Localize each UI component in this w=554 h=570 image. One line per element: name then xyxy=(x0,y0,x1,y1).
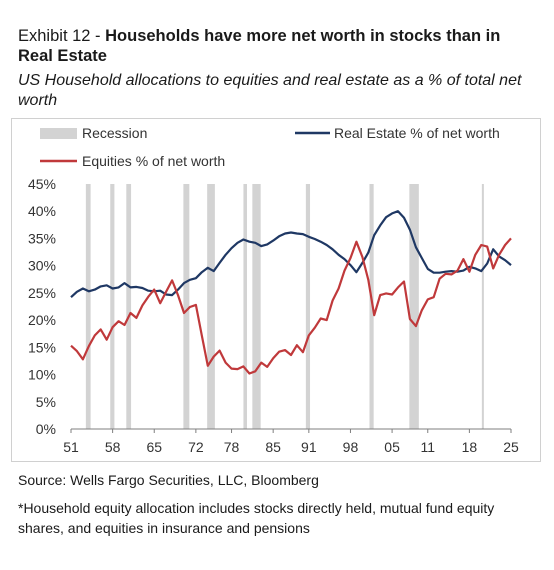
x-tick-label: 11 xyxy=(420,439,435,455)
x-tick-label: 78 xyxy=(224,439,240,455)
series-line-equities xyxy=(70,237,512,375)
recession-band-6 xyxy=(252,184,261,429)
footnote: *Household equity allocation includes st… xyxy=(18,500,495,536)
x-tick-label: 05 xyxy=(384,439,400,455)
y-tick-label: 30% xyxy=(28,258,56,274)
recession-band-1 xyxy=(110,184,115,429)
recession-band-3 xyxy=(183,184,190,429)
recession-band-10 xyxy=(481,184,484,429)
y-tick-label: 25% xyxy=(28,285,56,301)
line-chart: 45% 40% 35% 30% 25% 20% 15% 10% 5% 0% 51 58 65 72 78 85… xyxy=(28,125,519,455)
x-tick-label: 98 xyxy=(343,439,359,455)
y-tick-label: 45% xyxy=(28,176,56,192)
exhibit-label: Exhibit 12 - xyxy=(18,27,106,45)
legend-label-equities: Equities % of net worth xyxy=(82,153,225,169)
legend-label-real-estate: Real Estate % of net worth xyxy=(334,125,500,141)
legend-label-recession: Recession xyxy=(82,125,147,141)
x-tick-label: 91 xyxy=(301,439,317,455)
y-tick-label: 15% xyxy=(28,339,56,355)
y-tick-label: 5% xyxy=(36,394,56,410)
y-tick-label: 40% xyxy=(28,203,56,219)
chart-frame: 45% 40% 35% 30% 25% 20% 15% 10% 5% 0% 51 58 65 72 78 85… xyxy=(11,118,541,462)
y-tick-label: 0% xyxy=(36,421,56,437)
recession-band-2 xyxy=(126,184,132,429)
recession-band-9 xyxy=(409,184,419,429)
x-tick-label: 58 xyxy=(105,439,121,455)
y-tick-label: 35% xyxy=(28,230,56,246)
x-tick-label: 72 xyxy=(188,439,204,455)
exhibit-title: Households have more net worth in stocks… xyxy=(18,27,501,65)
x-tick-label: 51 xyxy=(63,439,79,455)
x-tick-label: 25 xyxy=(503,439,519,455)
recession-band-5 xyxy=(243,184,247,429)
recession-band-0 xyxy=(85,184,91,429)
chart-subtitle: US Household allocations to equities and… xyxy=(18,72,522,109)
recession-band-8 xyxy=(369,184,374,429)
x-tick-label: 85 xyxy=(265,439,281,455)
x-tick-label: 65 xyxy=(146,439,162,455)
recession-band-4 xyxy=(207,184,215,429)
y-tick-label: 10% xyxy=(28,367,56,383)
chart-title: Exhibit 12 - Households have more net wo… xyxy=(18,26,538,66)
y-tick-label: 20% xyxy=(28,312,56,328)
recession-band-7 xyxy=(305,184,311,429)
legend-swatch-recession xyxy=(40,128,77,139)
x-tick-label: 18 xyxy=(462,439,478,455)
series-line-real-estate xyxy=(70,210,512,299)
source-note: Source: Wells Fargo Securities, LLC, Blo… xyxy=(18,472,319,488)
